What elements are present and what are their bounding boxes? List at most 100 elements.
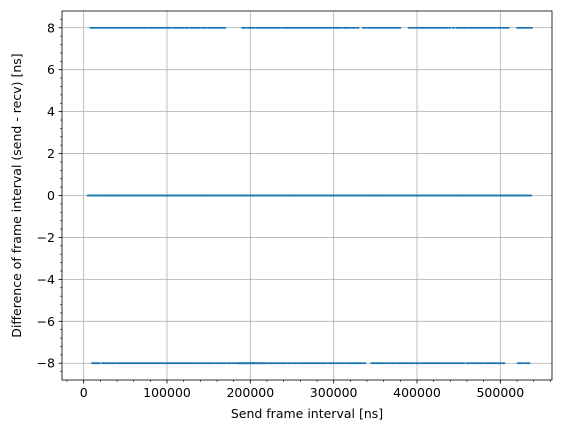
y-tick-label: 0 <box>47 188 55 203</box>
data-point <box>232 362 235 365</box>
data-point <box>454 362 457 365</box>
data-point <box>114 362 116 365</box>
data-point <box>499 362 502 365</box>
data-point <box>361 362 364 365</box>
data-point <box>265 362 268 365</box>
y-tick-label: 8 <box>47 20 55 35</box>
data-point <box>272 362 275 365</box>
data-point <box>451 362 454 365</box>
y-tick-label: −8 <box>37 356 55 371</box>
data-point <box>197 362 200 365</box>
data-point <box>418 362 421 365</box>
data-point <box>507 26 510 29</box>
data-point <box>413 362 416 365</box>
data-point <box>183 26 185 29</box>
data-point <box>412 26 415 29</box>
data-point <box>437 26 440 29</box>
data-point <box>530 194 533 197</box>
data-point <box>341 26 344 29</box>
x-tick-label: 200000 <box>226 385 274 400</box>
data-point <box>147 26 149 29</box>
y-tick-label: 2 <box>47 146 55 161</box>
data-point <box>98 362 101 365</box>
x-tick-label: 100000 <box>143 385 191 400</box>
data-point <box>175 26 178 29</box>
y-tick-label: −6 <box>37 314 55 329</box>
x-axis-label: Send frame interval [ns] <box>231 406 383 421</box>
data-point <box>103 26 106 29</box>
data-point <box>449 26 452 29</box>
data-point <box>383 362 386 365</box>
data-point <box>213 362 215 365</box>
data-point <box>357 26 360 29</box>
data-point <box>481 26 483 29</box>
data-point <box>271 26 274 29</box>
data-point <box>163 26 166 29</box>
y-tick-label: −2 <box>37 230 55 245</box>
data-point <box>214 362 217 365</box>
data-point <box>235 362 238 365</box>
data-point <box>388 362 391 365</box>
data-point <box>495 362 498 365</box>
data-point <box>528 362 531 365</box>
data-point <box>285 362 288 365</box>
y-tick-label: 4 <box>47 104 55 119</box>
data-point <box>474 362 477 365</box>
data-point <box>522 362 525 365</box>
data-point <box>244 26 247 29</box>
x-tick-label: 300000 <box>310 385 358 400</box>
data-point <box>415 26 418 29</box>
data-point <box>199 26 202 29</box>
data-point <box>281 26 284 29</box>
y-tick-label: 6 <box>47 62 55 77</box>
data-point <box>494 26 497 29</box>
data-point <box>531 26 533 29</box>
data-point <box>482 362 484 365</box>
data-point <box>244 362 247 365</box>
data-points <box>86 26 533 365</box>
data-point <box>369 26 371 29</box>
data-point <box>343 362 346 365</box>
data-point <box>194 362 197 365</box>
data-point <box>466 26 469 29</box>
x-tick-label: 500000 <box>476 385 524 400</box>
data-point <box>295 362 298 365</box>
x-tick-label: 400000 <box>393 385 441 400</box>
data-point <box>108 362 111 365</box>
data-point <box>236 362 239 365</box>
data-point <box>453 26 455 29</box>
y-tick-label: −4 <box>37 272 55 287</box>
data-point <box>484 362 487 365</box>
data-point <box>278 26 281 29</box>
data-point <box>325 362 328 365</box>
data-point <box>444 362 446 365</box>
data-point <box>103 362 106 365</box>
data-point <box>460 26 463 29</box>
data-point <box>409 26 412 29</box>
data-point <box>263 362 266 365</box>
data-point <box>364 362 367 365</box>
data-point <box>420 362 423 365</box>
data-point <box>171 26 174 29</box>
x-tick-label: 0 <box>80 385 88 400</box>
data-point <box>463 362 466 365</box>
data-point <box>399 26 402 29</box>
data-point <box>349 26 351 29</box>
data-point <box>335 362 338 365</box>
data-point <box>290 362 293 365</box>
data-point <box>503 362 506 365</box>
data-point <box>393 362 396 365</box>
y-axis-label: Difference of frame interval (send - rec… <box>9 53 24 337</box>
data-point <box>330 26 333 29</box>
data-point <box>447 362 450 365</box>
data-point <box>170 26 172 29</box>
data-point <box>224 362 227 365</box>
data-point <box>469 362 472 365</box>
data-point <box>325 26 328 29</box>
data-point <box>247 362 250 365</box>
data-point <box>188 26 190 29</box>
axis-ticks: 0 100000 200000 300000 400000 500000 −8 −6 −4 −2 0… <box>37 19 551 400</box>
data-point <box>224 26 227 29</box>
data-point <box>520 362 523 365</box>
